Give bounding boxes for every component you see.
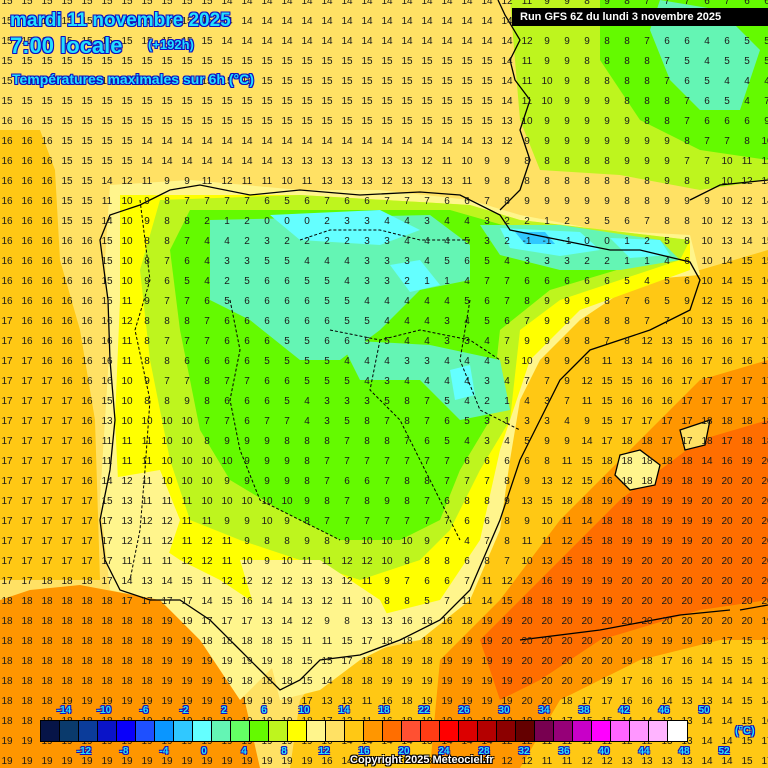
variable-title: Températures maximales sur 6h (°C) (12, 71, 254, 87)
legend-swatch (231, 721, 250, 741)
legend-swatch (535, 721, 554, 741)
legend-swatch (668, 721, 687, 741)
legend-top-label: 46 (658, 705, 669, 716)
legend-swatch (611, 721, 630, 741)
legend-swatch (136, 721, 155, 741)
legend-bottom-label: 4 (241, 746, 247, 757)
legend-swatch (155, 721, 174, 741)
legend-bottom-label: 40 (598, 746, 609, 757)
legend-swatch (250, 721, 269, 741)
legend-top-label: 6 (261, 705, 267, 716)
legend-top-label: 10 (298, 705, 309, 716)
legend-bottom-label: 8 (281, 746, 287, 757)
legend-bottom-label: 16 (358, 746, 369, 757)
legend-bottom-label: 20 (398, 746, 409, 757)
legend-swatch (117, 721, 136, 741)
legend-swatch (364, 721, 383, 741)
legend-bottom-label: 44 (638, 746, 649, 757)
forecast-date-title: mardi 11 novembre 2025 (10, 10, 231, 32)
legend-top-label: 2 (221, 705, 227, 716)
legend-bottom-label: 36 (558, 746, 569, 757)
legend-top-label: 34 (538, 705, 549, 716)
legend-top-label: 38 (578, 705, 589, 716)
legend-swatch (478, 721, 497, 741)
copyright-text: Copyright 2025 Meteociel.fr (350, 754, 494, 766)
legend-swatch (79, 721, 98, 741)
legend-swatch (630, 721, 649, 741)
forecast-time-title: 7:00 locale (10, 33, 123, 59)
color-scale-legend (40, 720, 688, 742)
legend-bottom-label: 0 (201, 746, 207, 757)
legend-swatch (174, 721, 193, 741)
legend-bottom-label: -4 (160, 746, 169, 757)
legend-bottom-label: 48 (678, 746, 689, 757)
legend-top-label: 22 (418, 705, 429, 716)
legend-swatch (307, 721, 326, 741)
run-info-banner: Run GFS 6Z du lundi 3 novembre 2025 (512, 8, 768, 26)
legend-swatch (383, 721, 402, 741)
legend-swatch (459, 721, 478, 741)
legend-swatch (402, 721, 421, 741)
legend-bottom-label: 52 (718, 746, 729, 757)
legend-swatch (193, 721, 212, 741)
legend-top-label: -10 (97, 705, 111, 716)
legend-swatch (98, 721, 117, 741)
legend-swatch (440, 721, 459, 741)
legend-swatch (212, 721, 231, 741)
legend-swatch (326, 721, 345, 741)
legend-swatch (592, 721, 611, 741)
legend-bottom-label: 12 (318, 746, 329, 757)
legend-swatch (60, 721, 79, 741)
legend-bottom-label: -8 (120, 746, 129, 757)
legend-swatch (288, 721, 307, 741)
legend-top-label: 26 (458, 705, 469, 716)
legend-top-label: 50 (698, 705, 709, 716)
legend-top-label: -2 (180, 705, 189, 716)
legend-swatch (421, 721, 440, 741)
legend-swatch (554, 721, 573, 741)
legend-top-label: -6 (140, 705, 149, 716)
legend-swatch (41, 721, 60, 741)
legend-top-label: 18 (378, 705, 389, 716)
legend-top-label: -14 (57, 705, 71, 716)
legend-top-label: 14 (338, 705, 349, 716)
legend-bottom-label: 24 (438, 746, 449, 757)
legend-bottom-label: 32 (518, 746, 529, 757)
legend-swatch (345, 721, 364, 741)
unit-label: (°C) (735, 725, 755, 737)
legend-bottom-label: -12 (77, 746, 91, 757)
legend-bottom-label: 28 (478, 746, 489, 757)
legend-swatch (497, 721, 516, 741)
legend-swatch (269, 721, 288, 741)
legend-swatch (649, 721, 668, 741)
legend-top-label: 30 (498, 705, 509, 716)
forecast-step-label: (+192h) (148, 37, 194, 52)
legend-swatch (573, 721, 592, 741)
legend-top-label: 42 (618, 705, 629, 716)
legend-swatch (516, 721, 535, 741)
